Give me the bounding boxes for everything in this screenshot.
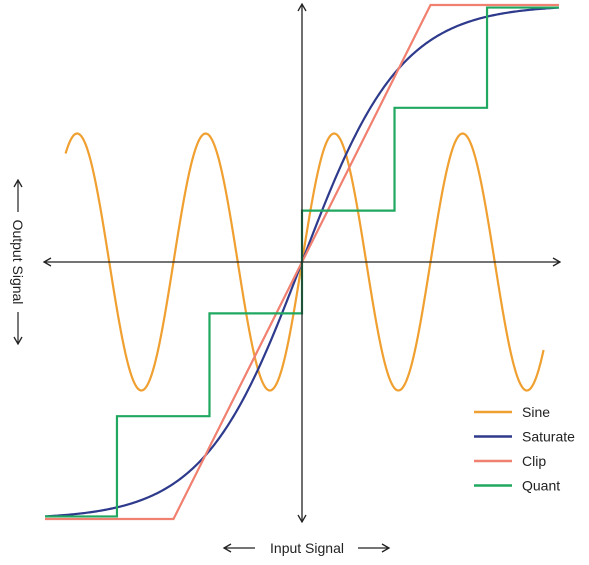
legend-label-saturate: Saturate: [522, 429, 575, 445]
y-axis-label-text: Output Signal: [10, 220, 26, 305]
legend-label-sine: Sine: [522, 404, 550, 420]
x-axis-label-text: Input Signal: [270, 540, 344, 556]
legend-label-quant: Quant: [522, 478, 560, 494]
legend: Sine Saturate Clip Quant: [474, 404, 575, 494]
y-axis-label: Output Signal: [10, 178, 26, 346]
axes: [42, 2, 562, 524]
legend-label-clip: Clip: [522, 453, 546, 469]
series-line-sine: [64, 132, 545, 392]
x-axis-label: Input Signal: [222, 540, 391, 556]
